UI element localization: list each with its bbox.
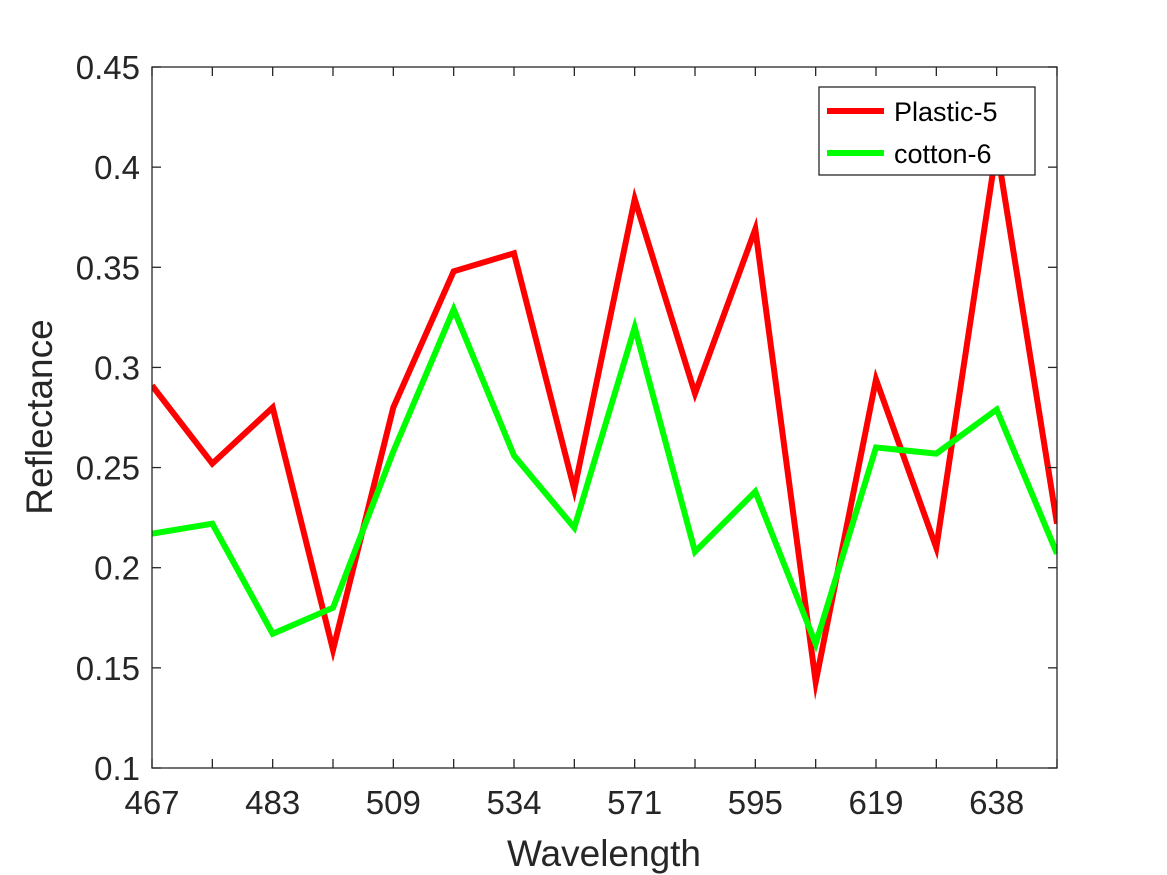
y-tick-label: 0.2 <box>94 550 140 587</box>
x-tick-label: 595 <box>728 784 783 821</box>
x-tick-label: 534 <box>486 784 541 821</box>
y-tick-label: 0.3 <box>94 349 140 386</box>
y-tick-label: 0.25 <box>76 450 140 487</box>
x-tick-label: 619 <box>848 784 903 821</box>
y-axis-label: Reflectance <box>19 319 60 514</box>
series-line-plastic-5 <box>152 127 1057 701</box>
x-tick-label: 638 <box>969 784 1024 821</box>
y-tick-label: 0.4 <box>94 149 140 186</box>
plot-area-frame <box>151 66 1058 769</box>
y-tick-label: 0.35 <box>76 249 140 286</box>
y-tick-label: 0.45 <box>76 49 140 86</box>
x-tick-label: 483 <box>245 784 300 821</box>
series-layer <box>152 127 1057 701</box>
legend-box <box>818 86 1036 176</box>
x-tick-label: 571 <box>607 784 662 821</box>
x-tick-label: 467 <box>124 784 179 821</box>
y-tick-label: 0.15 <box>76 650 140 687</box>
series-line-cotton-6 <box>152 301 1057 653</box>
legend-label-plastic-5: Plastic-5 <box>894 97 998 127</box>
legend: Plastic-5 cotton-6 <box>818 86 1036 176</box>
y-tick-label: 0.1 <box>94 750 140 787</box>
x-axis-label: Wavelength <box>507 833 701 874</box>
ticks-layer: 0.1 0.15 0.2 0.25 0.3 0.35 0.4 0.45 467 483 509 534… <box>76 49 1058 821</box>
x-tick-label: 509 <box>366 784 421 821</box>
legend-label-cotton-6: cotton-6 <box>894 139 992 169</box>
